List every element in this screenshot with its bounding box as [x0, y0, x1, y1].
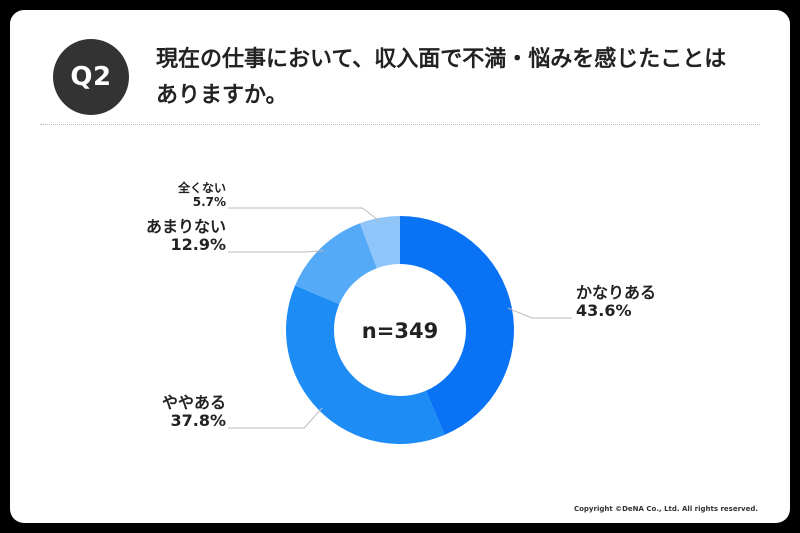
slice-1 [400, 216, 515, 435]
question-badge: Q2 [53, 39, 129, 115]
copyright-text: Copyright ©DeNA Co., Ltd. All rights res… [573, 505, 758, 513]
slice-label-2: ややある [162, 393, 226, 412]
slice-value-1: 43.6% [576, 301, 632, 320]
question-line-2: ありますか。 [156, 83, 288, 108]
slice-label-1: かなりある [576, 283, 656, 302]
leader-line-1 [507, 307, 572, 319]
slice-4 [360, 216, 400, 269]
slice-value-2: 37.8% [170, 411, 226, 430]
slice-3 [295, 223, 377, 305]
title-divider [40, 124, 760, 125]
question-line-1: 現在の仕事において、収入面で不満・悩みを感じたことは [156, 47, 727, 72]
leader-line-4 [228, 207, 381, 223]
sample-size-label: n=349 [362, 319, 438, 343]
question-title: 現在の仕事において、収入面で不満・悩みを感じたことは ありますか。 [156, 42, 776, 114]
slice-2 [286, 285, 445, 444]
slice-label-4: 全くない [177, 180, 226, 195]
slice-value-4: 5.7% [193, 195, 226, 209]
slice-label-3: あまりない [146, 217, 226, 236]
leader-line-2 [228, 407, 323, 429]
leader-line-3 [228, 250, 324, 253]
slice-value-3: 12.9% [170, 235, 226, 254]
